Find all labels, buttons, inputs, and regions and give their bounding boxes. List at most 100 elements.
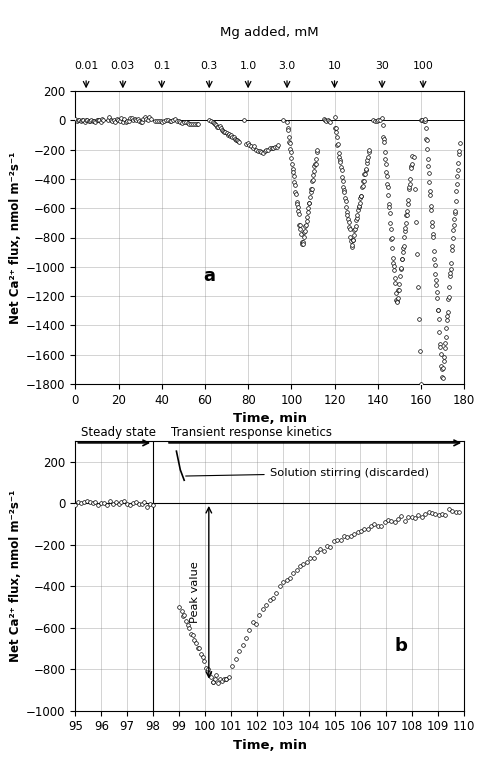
Point xyxy=(432,274,440,286)
Point xyxy=(428,507,436,519)
Point xyxy=(381,515,388,527)
Point xyxy=(283,574,291,586)
Point xyxy=(402,208,410,220)
Point xyxy=(360,176,368,188)
Point xyxy=(413,216,420,228)
Point xyxy=(327,540,334,553)
Point xyxy=(204,663,211,675)
Point xyxy=(383,178,391,190)
Point xyxy=(290,170,297,182)
Point xyxy=(226,130,234,142)
Point xyxy=(332,125,340,138)
Point xyxy=(330,111,338,123)
Point xyxy=(350,528,358,540)
Point xyxy=(206,115,213,127)
Point xyxy=(334,138,342,150)
Point xyxy=(416,345,424,357)
Point xyxy=(398,253,406,265)
Point xyxy=(184,117,191,129)
Point xyxy=(293,196,300,208)
Point xyxy=(208,116,215,128)
Point xyxy=(390,264,398,276)
Point xyxy=(428,215,435,227)
Point xyxy=(381,146,388,158)
Point xyxy=(268,142,276,154)
Point xyxy=(137,116,144,128)
Point xyxy=(440,351,448,363)
Point xyxy=(350,229,358,241)
Point xyxy=(361,168,368,180)
Point xyxy=(443,314,451,326)
Point xyxy=(286,572,294,584)
Point xyxy=(93,114,101,126)
Point xyxy=(186,118,193,130)
Point xyxy=(306,197,313,209)
Point xyxy=(423,143,431,155)
Point xyxy=(286,137,294,149)
Point xyxy=(361,168,369,180)
Point xyxy=(401,222,409,234)
Point xyxy=(335,151,343,163)
Point xyxy=(325,115,333,127)
Point xyxy=(445,502,452,515)
Point xyxy=(292,188,300,200)
Point xyxy=(392,287,400,299)
Point xyxy=(306,552,314,564)
Point xyxy=(192,637,200,649)
Point xyxy=(115,498,122,510)
Point xyxy=(404,511,412,523)
Point xyxy=(308,182,315,195)
Point xyxy=(399,246,406,258)
Point xyxy=(222,673,229,686)
Point xyxy=(373,116,381,128)
Point xyxy=(350,224,358,236)
Point xyxy=(291,176,298,188)
Point xyxy=(388,242,396,254)
Point xyxy=(335,147,343,159)
Point xyxy=(305,197,312,209)
Point xyxy=(442,331,450,343)
Point xyxy=(444,293,452,306)
Point xyxy=(447,263,455,275)
Point xyxy=(295,218,303,230)
Point xyxy=(321,114,329,126)
Point xyxy=(168,116,175,128)
Point xyxy=(404,194,412,206)
Point xyxy=(299,236,307,248)
Point xyxy=(438,371,446,383)
Point xyxy=(242,632,250,644)
Point xyxy=(289,166,297,178)
Point xyxy=(344,531,351,543)
Point xyxy=(182,116,190,128)
Point xyxy=(236,136,243,148)
Point xyxy=(364,154,371,166)
Point xyxy=(131,112,139,125)
Point xyxy=(146,498,154,510)
Point xyxy=(210,673,218,685)
Text: 10: 10 xyxy=(328,61,342,71)
Point xyxy=(425,176,433,188)
Point xyxy=(232,653,240,665)
Point xyxy=(439,363,447,375)
Point xyxy=(426,185,434,198)
Point xyxy=(113,112,121,125)
Point xyxy=(456,137,464,149)
Point xyxy=(279,575,287,587)
Point xyxy=(285,136,293,148)
Point xyxy=(313,144,321,157)
Point xyxy=(448,505,456,518)
Point xyxy=(349,234,357,246)
Point xyxy=(362,163,370,175)
Point xyxy=(378,112,386,124)
Point xyxy=(437,360,445,372)
Point xyxy=(455,145,463,157)
Point xyxy=(336,156,344,168)
Point xyxy=(292,186,299,198)
Text: 100: 100 xyxy=(413,61,434,71)
Point xyxy=(103,499,111,511)
Point xyxy=(74,114,82,126)
Point xyxy=(376,114,384,126)
Point xyxy=(399,240,407,252)
Point xyxy=(436,340,444,353)
Point xyxy=(180,609,188,621)
